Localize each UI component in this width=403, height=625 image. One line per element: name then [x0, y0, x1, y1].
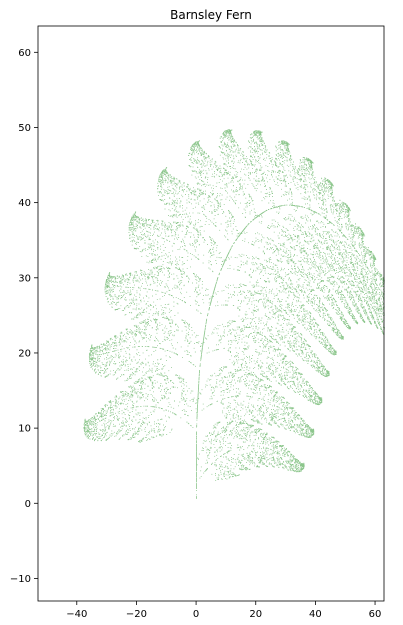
- x-tick-label: 60: [369, 609, 382, 620]
- y-tick-label: 10: [18, 424, 31, 435]
- scatter-points: [83, 129, 385, 499]
- x-tick-label: −40: [66, 609, 87, 620]
- y-tick-label: 30: [18, 273, 31, 284]
- x-tick-label: 20: [249, 609, 262, 620]
- plot-area-frame: [37, 25, 385, 602]
- y-tick-label: 20: [18, 348, 31, 359]
- chart-title: Barnsley Fern: [170, 8, 252, 22]
- x-tick-label: 0: [193, 609, 199, 620]
- x-tick-label: 40: [309, 609, 322, 620]
- y-axis: −10 0 10 20 30 40 50 60: [10, 48, 38, 585]
- scatter-point-cloud: [83, 129, 385, 499]
- x-axis: −40 −20 0 20 40 60: [66, 601, 381, 620]
- x-tick-label: −20: [126, 609, 147, 620]
- y-tick-label: 50: [18, 123, 31, 134]
- y-tick-label: 60: [18, 48, 31, 59]
- y-tick-label: 40: [18, 198, 31, 209]
- y-tick-label: −10: [10, 574, 31, 585]
- y-tick-label: 0: [25, 499, 31, 510]
